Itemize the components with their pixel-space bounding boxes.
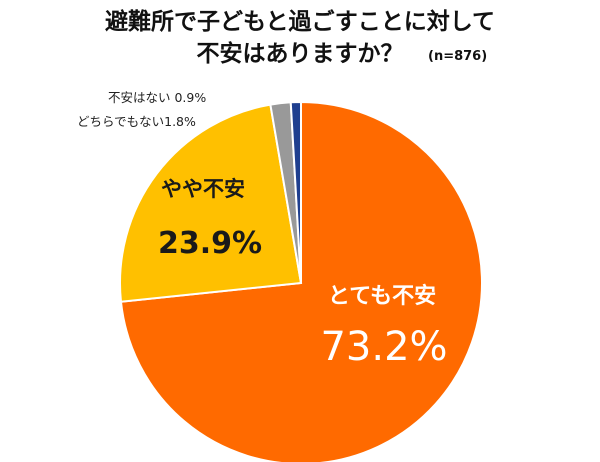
title-line-2: 不安はありますか？ (197, 40, 404, 67)
pie-slice-2 (119, 103, 303, 303)
pie-slice-4 (289, 100, 302, 284)
sample-size-note: (n=876) (428, 49, 487, 64)
slice-label-4: 不安はない 0.9% (108, 90, 206, 105)
slice-value-1: 73.2% (320, 324, 447, 370)
chart-title: 避難所で子どもと過ごすことに対して 不安はありますか？ (n=876) (105, 8, 495, 67)
pie-slices (119, 100, 483, 462)
pie-labels: とても不安 73.2% やや不安 23.9% 不安はない 0.9% どちらでもない1.8% (77, 90, 448, 370)
slice-value-2: 23.9% (158, 226, 262, 261)
slice-label-2: やや不安 (161, 177, 245, 201)
title-line-1: 避難所で子どもと過ごすことに対して (105, 8, 495, 35)
slice-label-3: どちらでもない1.8% (77, 114, 196, 129)
slice-label-1: とても不安 (328, 283, 436, 309)
